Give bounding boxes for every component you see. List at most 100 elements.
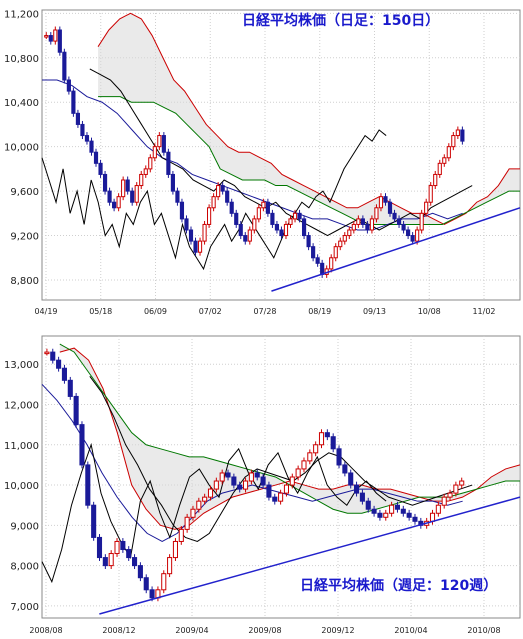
- candle-body: [234, 212, 239, 225]
- candle-body: [311, 246, 316, 259]
- candle-body: [193, 240, 198, 253]
- candle-body: [93, 151, 99, 164]
- candle-body: [437, 162, 442, 175]
- x-tick-label: 08/19: [308, 307, 331, 316]
- candle-body: [435, 504, 441, 514]
- candle-body: [265, 201, 270, 214]
- candle-body: [460, 129, 465, 142]
- candle-body: [419, 212, 424, 231]
- candle-body: [229, 201, 234, 214]
- candle-body: [196, 500, 202, 510]
- trend-line: [271, 207, 521, 292]
- candle-body: [272, 496, 278, 502]
- candle-body: [447, 492, 453, 498]
- candle-body: [107, 190, 112, 203]
- candle-body: [410, 235, 415, 242]
- candle-body: [44, 35, 49, 38]
- candle-body: [451, 135, 456, 148]
- candle-body: [202, 496, 208, 502]
- y-tick-label: 11,200: [4, 9, 39, 20]
- candle-body: [238, 223, 243, 237]
- candle-body: [455, 129, 460, 137]
- candle-body: [354, 484, 360, 494]
- candle-body: [348, 472, 354, 486]
- candle-body: [356, 218, 361, 225]
- y-tick-label: 9,200: [10, 232, 39, 243]
- candle-body: [108, 553, 114, 567]
- y-tick-label: 7,000: [10, 602, 39, 613]
- candle-body: [292, 212, 298, 220]
- conversion-line: [89, 375, 473, 543]
- weekly-ichimoku-chart: 7,000 8,000 9,000 10,000 11,000 12,000 13,000 2…: [4, 335, 521, 635]
- candle-body: [424, 201, 429, 214]
- x-tick-label: 2008/12: [102, 626, 135, 635]
- candle-body: [126, 549, 132, 559]
- candle-body: [330, 436, 336, 450]
- candle-body: [351, 223, 356, 231]
- x-tick-label: 04/19: [34, 307, 57, 316]
- ichimoku-cloud: [59, 344, 521, 530]
- candle-body: [320, 262, 325, 275]
- candle-body: [383, 196, 388, 203]
- candle-body: [377, 512, 383, 518]
- candle-body: [220, 185, 225, 192]
- candle-body: [342, 235, 347, 242]
- y-tick-label: 11,000: [4, 441, 39, 452]
- candle-body: [71, 90, 76, 114]
- y-tick-label: 10,400: [4, 98, 39, 109]
- chart-title: 日経平均株価（週足：120週）: [300, 577, 497, 594]
- candle-body: [102, 557, 108, 567]
- candle-body: [219, 472, 225, 482]
- x-tick-label: 10/08: [418, 307, 441, 316]
- candle-body: [360, 218, 365, 225]
- candle-body: [412, 516, 418, 522]
- candle-body: [66, 79, 71, 92]
- candle-body: [315, 257, 320, 264]
- candle-body: [365, 223, 370, 231]
- candle-body: [295, 468, 301, 478]
- candle-body: [260, 476, 266, 486]
- candle-body: [73, 395, 79, 426]
- candle-body: [307, 452, 313, 462]
- candle-body: [401, 223, 406, 231]
- candle-body: [184, 218, 189, 231]
- candle-body: [137, 565, 143, 579]
- candle-body: [130, 190, 135, 203]
- candle-body: [225, 472, 231, 478]
- candle-body: [216, 185, 221, 198]
- candle-body: [243, 235, 248, 242]
- candle-body: [406, 512, 412, 518]
- lagging-span-line: [41, 442, 387, 584]
- x-tick-label: 05/18: [89, 307, 112, 316]
- candle-body: [301, 218, 307, 237]
- candle-body: [190, 508, 196, 518]
- candle-body: [254, 472, 260, 478]
- leading-span-a-line: [97, 12, 520, 226]
- y-tick-label: 12,000: [4, 400, 39, 411]
- candle-body: [120, 540, 126, 551]
- ichimoku-cloud: [98, 13, 520, 225]
- x-tick-label: 11/02: [472, 307, 495, 316]
- candle-body: [261, 201, 266, 209]
- trend-line: [99, 496, 521, 615]
- candle-body: [389, 504, 395, 514]
- candle-body: [161, 135, 166, 153]
- candle-body: [231, 476, 237, 486]
- candle-body: [400, 508, 406, 514]
- candle-body: [266, 484, 272, 498]
- x-tick-label: 09/13: [363, 307, 386, 316]
- y-tick-label: 10,000: [4, 143, 39, 154]
- x-tick-label: 07/02: [199, 307, 222, 316]
- candle-body: [57, 29, 62, 53]
- candle-body: [175, 190, 180, 203]
- candle-body: [278, 492, 284, 502]
- candle-body: [279, 229, 284, 237]
- candle-body: [143, 577, 149, 591]
- candle-body: [453, 484, 459, 494]
- candle-body: [365, 500, 371, 510]
- candle-body: [121, 179, 126, 198]
- x-tick-label: 2009/12: [321, 626, 354, 635]
- chart-title: 日経平均株価（日足：150日）: [242, 12, 439, 29]
- candle-body: [415, 229, 420, 242]
